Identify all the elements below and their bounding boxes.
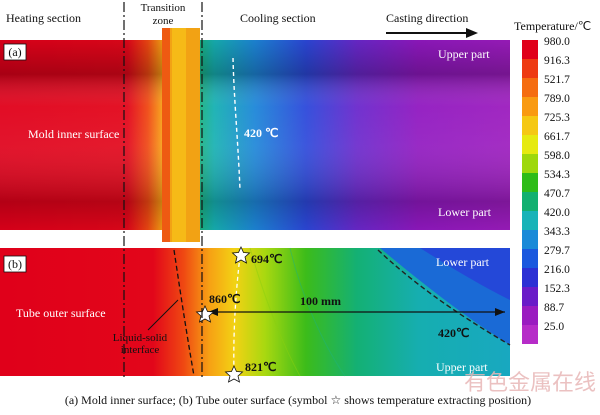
panel-b-tag: (b) [8,257,22,271]
legend-value-label: 725.3 [544,112,570,124]
watermark: 有色金属在线 [464,371,596,396]
legend-value-label: 534.3 [544,169,570,181]
legend-swatch [522,116,538,135]
legend-swatch [522,211,538,230]
interface-label-2: interface [121,344,160,356]
legend-value-label: 980.0 [544,36,570,48]
legend-value-label: 916.3 [544,55,570,67]
figure-caption: (a) Mold inner surface; (b) Tube outer s… [65,393,531,407]
legend-swatches [522,40,538,344]
legend-swatch [522,325,538,344]
star-marker-bottom [224,365,244,383]
legend-value-label: 25.0 [544,321,564,333]
legend-value-label: 470.7 [544,188,570,200]
interface-label-1: Liquid-solid [113,332,168,344]
legend-value-label: 521.7 [544,74,570,86]
panel-b-upper-label: Upper part [436,360,488,374]
legend-value-label: 789.0 [544,93,570,105]
legend-value-label: 216.0 [544,264,570,276]
legend-swatch [522,59,538,78]
legend-value-label: 343.3 [544,226,570,238]
legend-value-label: 661.7 [544,131,570,143]
panel-a-surface-label: Mold inner surface [28,127,119,141]
legend-swatch [522,230,538,249]
legend-swatch [522,173,538,192]
legend-swatch [522,78,538,97]
temperature-legend: Temperature/℃ 980.0 916.3 521.7 789.0 725.3 6… [514,19,591,344]
star-marker-mid [195,305,215,323]
legend-value-label: 88.7 [544,302,564,314]
temperature-860-label: 860℃ [209,292,240,306]
star-marker-top [231,246,251,264]
isotherm-420-b [377,249,511,346]
legend-swatch [522,135,538,154]
interface-pointer [147,299,179,331]
legend-swatch [522,40,538,59]
legend-swatch [522,192,538,211]
panel-a-shading [0,40,510,230]
panel-b-tube-outer-surface [0,246,511,383]
transition-zone-label-1: Transition [141,2,186,14]
legend-title: Temperature/℃ [514,19,591,33]
legend-swatch [522,154,538,173]
isotherm-420-a [232,57,241,191]
panel-b-isotherm-label: 420℃ [438,326,469,340]
transition-zone-label-2: zone [153,15,174,27]
panel-a-tag: (a) [8,45,21,59]
legend-swatch [522,287,538,306]
liquid-solid-interface-curve [173,249,195,377]
temperature-821-label: 821℃ [245,360,276,374]
cooling-section-label: Cooling section [240,11,316,25]
legend-swatch [522,268,538,287]
distance-label: 100 mm [300,294,341,308]
temperature-694-label: 694℃ [251,252,282,266]
legend-swatch [522,97,538,116]
casting-direction-label: Casting direction [386,11,468,25]
legend-value-label: 598.0 [544,150,570,162]
legend-swatch [522,249,538,268]
panel-a-isotherm-label: 420 ℃ [244,126,278,140]
panel-b-surface-label: Tube outer surface [16,306,106,320]
legend-value-label: 279.7 [544,245,570,257]
panel-a-mold-inner-surface [0,28,510,242]
legend-labels: 980.0 916.3 521.7 789.0 725.3 661.7 598.0 534.3… [544,36,570,333]
legend-value-label: 152.3 [544,283,570,295]
panel-b-lower-label: Lower part [436,255,490,269]
legend-value-label: 420.0 [544,207,570,219]
panel-a-upper-label: Upper part [438,47,490,61]
panel-a-lower-label: Lower part [438,205,492,219]
legend-swatch [522,306,538,325]
heating-section-label: Heating section [6,11,81,25]
